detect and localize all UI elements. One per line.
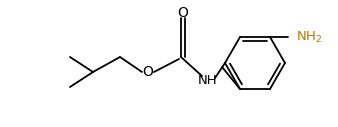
Text: NH: NH <box>198 75 218 88</box>
Text: O: O <box>143 65 153 79</box>
Text: NH$_2$: NH$_2$ <box>296 29 322 45</box>
Text: O: O <box>177 6 189 20</box>
